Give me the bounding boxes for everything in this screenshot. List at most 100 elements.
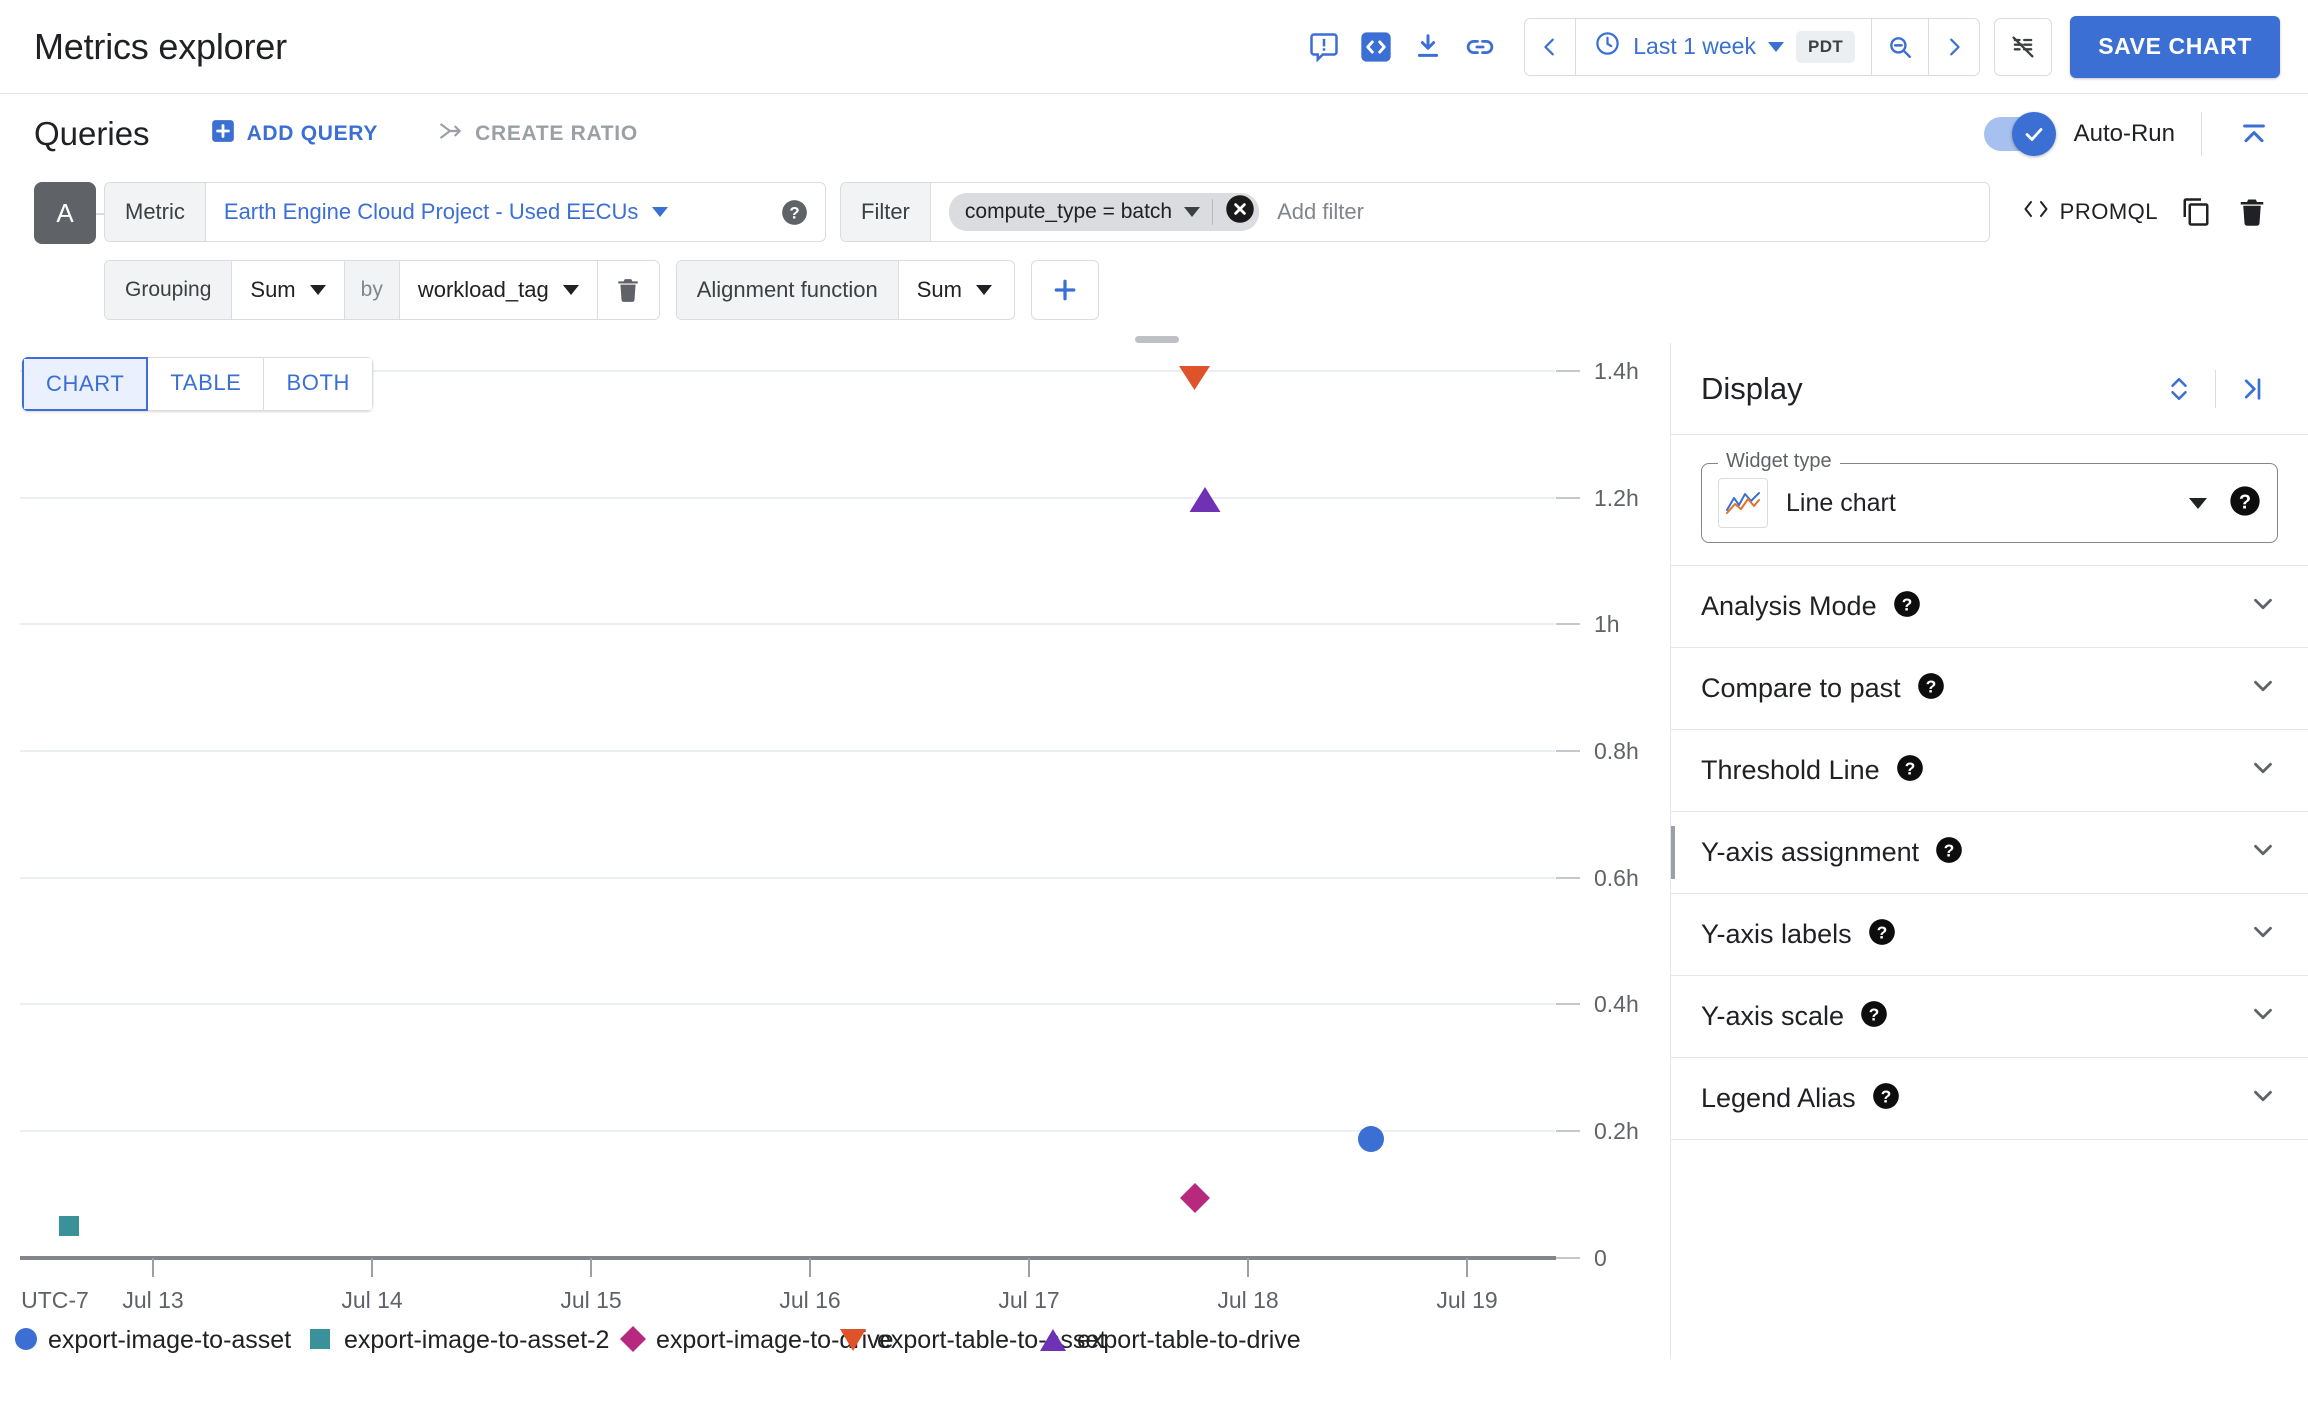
tab-table[interactable]: TABLE: [148, 357, 265, 411]
next-time-range-button[interactable]: [1929, 19, 1979, 75]
help-icon[interactable]: ?: [1868, 918, 1896, 951]
delete-grouping-icon[interactable]: [596, 261, 659, 319]
section-y-axis-labels[interactable]: Y-axis labels ?: [1671, 893, 2308, 975]
section-y-axis-scale[interactable]: Y-axis scale ?: [1671, 975, 2308, 1057]
legend-item[interactable]: export-image-to-asset-2: [310, 1326, 609, 1354]
panel-resize-handle[interactable]: [1135, 336, 1179, 343]
add-query-button[interactable]: ADD QUERY: [200, 110, 389, 158]
alignment-label: Alignment function: [676, 261, 899, 319]
chevron-down-icon: [2248, 1081, 2278, 1116]
data-point-export-image-to-asset-2[interactable]: [59, 1216, 79, 1236]
legend-item[interactable]: export-table-to-asset: [840, 1326, 1106, 1354]
metric-value[interactable]: Earth Engine Cloud Project - Used EECUs: [206, 183, 687, 241]
tab-chart[interactable]: CHART: [22, 357, 149, 411]
collapse-up-icon[interactable]: [2228, 108, 2280, 160]
query-editor: A Metric Earth Engine Cloud Project - Us…: [0, 174, 2308, 343]
tab-both[interactable]: BOTH: [264, 357, 373, 411]
auto-run-label: Auto-Run: [2073, 120, 2175, 147]
alignment-function-selector[interactable]: Alignment function Sum: [675, 260, 1015, 320]
zoom-out-icon[interactable]: [1872, 19, 1928, 75]
chevron-down-icon: [1767, 41, 1784, 52]
display-panel-title: Display: [1701, 370, 1803, 406]
code-icon[interactable]: [1350, 21, 1402, 73]
trash-icon[interactable]: [2224, 184, 2280, 240]
add-filter-input[interactable]: Add filter: [1277, 199, 1364, 224]
divider: [2215, 369, 2216, 408]
collapse-panel-icon[interactable]: [2226, 363, 2278, 415]
ratio-icon: [438, 118, 464, 150]
queries-bar-right: Auto-Run: [1983, 108, 2280, 160]
scatter-plot[interactable]: 1.4h 1.2h 1h 0.8h 0.6h 0.4h 0.2h 0: [0, 343, 1670, 1358]
chevron-down-icon: [975, 285, 992, 295]
legend-label: export-image-to-asset-2: [344, 1326, 609, 1354]
svg-text:?: ?: [789, 203, 799, 222]
grouping-selector[interactable]: Grouping Sum by workload_tag: [104, 260, 660, 320]
create-ratio-button[interactable]: CREATE RATIO: [428, 110, 648, 158]
alignment-value[interactable]: Sum: [899, 261, 1014, 319]
top-bar: Metrics explorer: [0, 0, 2308, 94]
code-brackets-icon: [2022, 198, 2050, 226]
help-icon[interactable]: ?: [1896, 754, 1924, 787]
add-query-label: ADD QUERY: [246, 122, 379, 145]
help-icon[interactable]: ?: [1935, 836, 1963, 869]
download-icon[interactable]: [1402, 21, 1454, 73]
svg-text:?: ?: [1869, 1004, 1880, 1024]
help-icon[interactable]: ?: [1872, 1082, 1900, 1115]
help-icon[interactable]: ?: [1860, 1000, 1888, 1033]
data-point-export-image-to-drive[interactable]: [1180, 1183, 1210, 1213]
chevron-down-icon: [2248, 835, 2278, 870]
group-by-field[interactable]: workload_tag: [400, 261, 597, 319]
toggle-knob: [2011, 112, 2056, 156]
expand-collapse-icon[interactable]: [2153, 363, 2205, 415]
previous-time-range-button[interactable]: [1525, 19, 1575, 75]
filter-value-area[interactable]: compute_type = batch Add filter: [931, 183, 1989, 241]
divider: [1871, 18, 1873, 75]
time-range-dropdown[interactable]: Last 1 week PDT: [1576, 19, 1871, 75]
x-tick-label: Jul 17: [998, 1287, 1059, 1313]
query-badge: A: [34, 182, 96, 244]
page-title: Metrics explorer: [34, 25, 287, 67]
metric-help-icon[interactable]: ?: [764, 182, 826, 242]
section-compare-to-past[interactable]: Compare to past ?: [1671, 647, 2308, 729]
link-icon[interactable]: [1454, 21, 1506, 73]
section-threshold-line[interactable]: Threshold Line ?: [1671, 729, 2308, 811]
data-point-export-table-to-asset[interactable]: [1179, 366, 1210, 390]
legend-item[interactable]: export-image-to-asset: [15, 1326, 291, 1354]
timezone-chip[interactable]: PDT: [1795, 30, 1856, 63]
chevron-down-icon: [309, 285, 326, 295]
help-icon[interactable]: ?: [1917, 672, 1945, 705]
data-points[interactable]: [59, 366, 1384, 1236]
help-icon[interactable]: ?: [1893, 590, 1921, 623]
promql-button[interactable]: PROMQL: [2012, 190, 2168, 234]
filter-chip-label: compute_type = batch: [964, 200, 1173, 223]
legend-item[interactable]: export-table-to-drive: [1040, 1326, 1301, 1354]
x-tick-label: Jul 16: [779, 1287, 840, 1313]
data-point-export-table-to-drive[interactable]: [1189, 487, 1221, 512]
auto-refresh-off-icon[interactable]: [1994, 17, 2053, 76]
y-tick-label: 0.6h: [1594, 865, 1639, 891]
add-grouping-button[interactable]: [1030, 260, 1099, 320]
close-icon[interactable]: [1225, 194, 1255, 230]
widget-type-field: Widget type Line chart ?: [1671, 435, 2308, 565]
query-actions: PROMQL: [2012, 184, 2280, 240]
feedback-icon[interactable]: [1298, 21, 1350, 73]
chevron-down-icon: [562, 285, 579, 295]
widget-type-help-icon[interactable]: ?: [2229, 485, 2261, 522]
metric-selector[interactable]: Metric Earth Engine Cloud Project - Used…: [104, 182, 764, 242]
legend-marker-triangle-down: [840, 1329, 866, 1351]
section-y-axis-assignment[interactable]: Y-axis assignment ?: [1671, 811, 2308, 893]
divider: [2201, 112, 2202, 156]
svg-text:?: ?: [1876, 922, 1887, 942]
time-range-selector[interactable]: Last 1 week PDT: [1524, 17, 1981, 76]
section-analysis-mode[interactable]: Analysis Mode ?: [1671, 565, 2308, 647]
duplicate-icon[interactable]: [2168, 184, 2224, 240]
section-legend-alias[interactable]: Legend Alias ?: [1671, 1057, 2308, 1139]
data-point-export-image-to-asset[interactable]: [1358, 1126, 1384, 1152]
auto-run-toggle[interactable]: [1983, 112, 2056, 156]
filter-chip[interactable]: compute_type = batch: [948, 193, 1260, 231]
filter-selector[interactable]: Filter compute_type = batch Add filter: [840, 182, 1990, 242]
save-chart-button[interactable]: SAVE CHART: [2070, 15, 2280, 78]
section-label: Y-axis labels: [1701, 919, 1852, 949]
widget-type-select[interactable]: Widget type Line chart ?: [1701, 450, 2278, 543]
grouping-value[interactable]: Sum: [232, 261, 343, 319]
